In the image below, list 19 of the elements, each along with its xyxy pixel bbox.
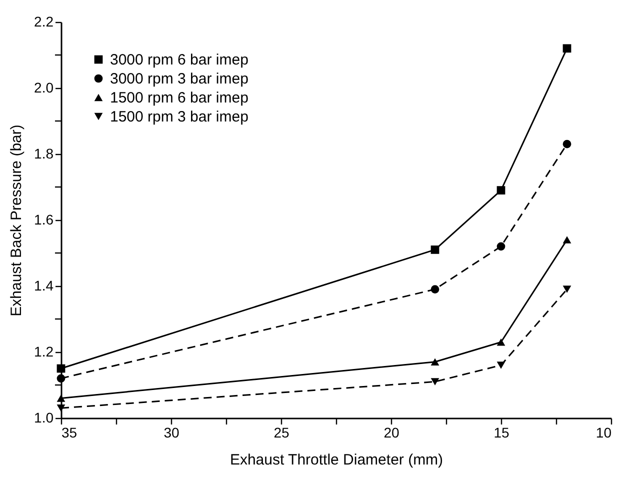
x-tick-label: 15	[494, 424, 510, 440]
y-tick-label: 1.0	[34, 410, 54, 426]
y-tick-label: 1.6	[34, 212, 54, 228]
x-tick-label: 25	[274, 424, 290, 440]
x-tick-label: 35	[62, 424, 78, 440]
legend-label: 3000 rpm 3 bar imep	[110, 70, 248, 88]
y-tick-label: 2.0	[34, 80, 54, 96]
y-axis-title: Exhaust Back Pressure (bar)	[8, 124, 26, 316]
x-tick-label: 20	[384, 424, 400, 440]
y-tick-label: 1.4	[34, 278, 54, 294]
y-tick-label: 2.2	[34, 14, 54, 30]
x-axis-title: Exhaust Throttle Diameter (mm)	[230, 452, 444, 468]
x-tick-label: 10	[596, 424, 612, 440]
y-tick-label: 1.2	[34, 344, 54, 360]
y-tick-label: 1.8	[34, 146, 54, 162]
legend-label: 1500 rpm 6 bar imep	[110, 90, 248, 106]
legend-label: 3000 rpm 6 bar imep	[110, 52, 248, 68]
x-tick-label: 30	[164, 424, 180, 440]
legend-label: 1500 rpm 3 bar imep	[110, 108, 248, 126]
